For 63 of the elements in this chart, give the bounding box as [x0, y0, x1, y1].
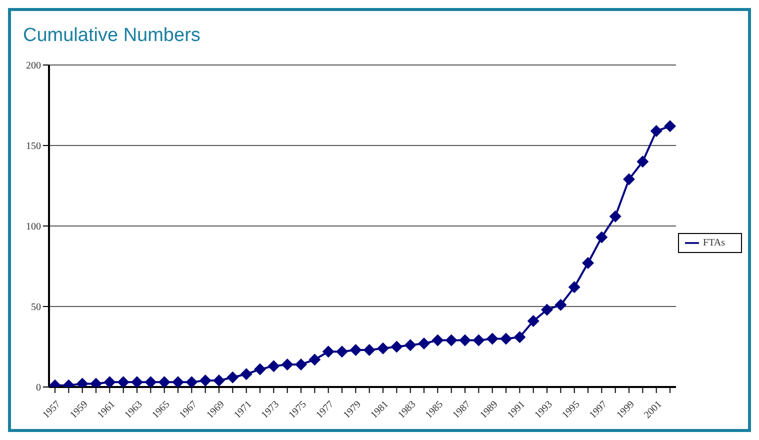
- point: [390, 340, 403, 353]
- point: [596, 231, 608, 244]
- point: [459, 334, 472, 346]
- x-tick-label: 1971: [232, 399, 254, 421]
- point: [404, 339, 416, 352]
- point: [527, 314, 540, 327]
- x-tick-label: 2001: [642, 399, 664, 421]
- x-tick-label: 1991: [506, 399, 528, 421]
- point: [636, 156, 649, 168]
- point: [322, 346, 334, 358]
- point: [295, 358, 308, 370]
- point: [568, 281, 580, 294]
- y-tick-label: 100: [26, 222, 41, 233]
- point: [377, 342, 390, 354]
- x-tick-label: 1979: [342, 399, 364, 421]
- x-tick-label: 1983: [396, 399, 418, 421]
- x-tick-label: 1963: [122, 399, 145, 421]
- point: [213, 374, 226, 387]
- point: [363, 344, 376, 356]
- point: [117, 376, 130, 387]
- y-tick-label: 200: [26, 60, 41, 72]
- point: [240, 368, 252, 380]
- point: [268, 360, 280, 372]
- point: [226, 371, 239, 384]
- point: [650, 125, 662, 138]
- point: [486, 332, 498, 345]
- x-tick-label: 1989: [478, 399, 500, 421]
- x-tick-label: 1981: [368, 399, 391, 421]
- point: [186, 376, 198, 387]
- point: [199, 374, 212, 387]
- point: [254, 363, 266, 376]
- x-tick-label: 1993: [532, 399, 555, 421]
- point: [554, 298, 567, 311]
- point: [144, 376, 157, 387]
- x-tick-label: 1973: [260, 399, 282, 421]
- y-tick-label: 150: [26, 141, 41, 152]
- x-tick-label: 1999: [614, 399, 637, 421]
- point: [609, 210, 622, 222]
- x-tick-label: 1961: [96, 399, 118, 421]
- point: [582, 257, 594, 270]
- point: [500, 332, 512, 345]
- point: [104, 376, 116, 387]
- chart-title: Cumulative Numbers: [23, 25, 200, 47]
- point: [445, 334, 458, 346]
- point: [336, 346, 348, 358]
- point: [308, 354, 321, 366]
- x-tick-label: 1959: [68, 399, 90, 421]
- point: [514, 331, 526, 344]
- point: [664, 120, 676, 132]
- point: [541, 304, 554, 316]
- point: [418, 338, 430, 350]
- x-tick-label: 1969: [204, 399, 227, 421]
- point: [350, 344, 362, 356]
- legend-label: FTAs: [703, 237, 725, 248]
- point: [131, 376, 143, 387]
- y-tick-label: 0: [36, 382, 41, 394]
- point: [472, 334, 485, 346]
- point: [623, 173, 636, 186]
- point: [281, 358, 294, 370]
- point: [172, 376, 184, 387]
- point: [158, 376, 170, 387]
- y-tick-label: 50: [31, 302, 41, 314]
- point: [432, 334, 444, 346]
